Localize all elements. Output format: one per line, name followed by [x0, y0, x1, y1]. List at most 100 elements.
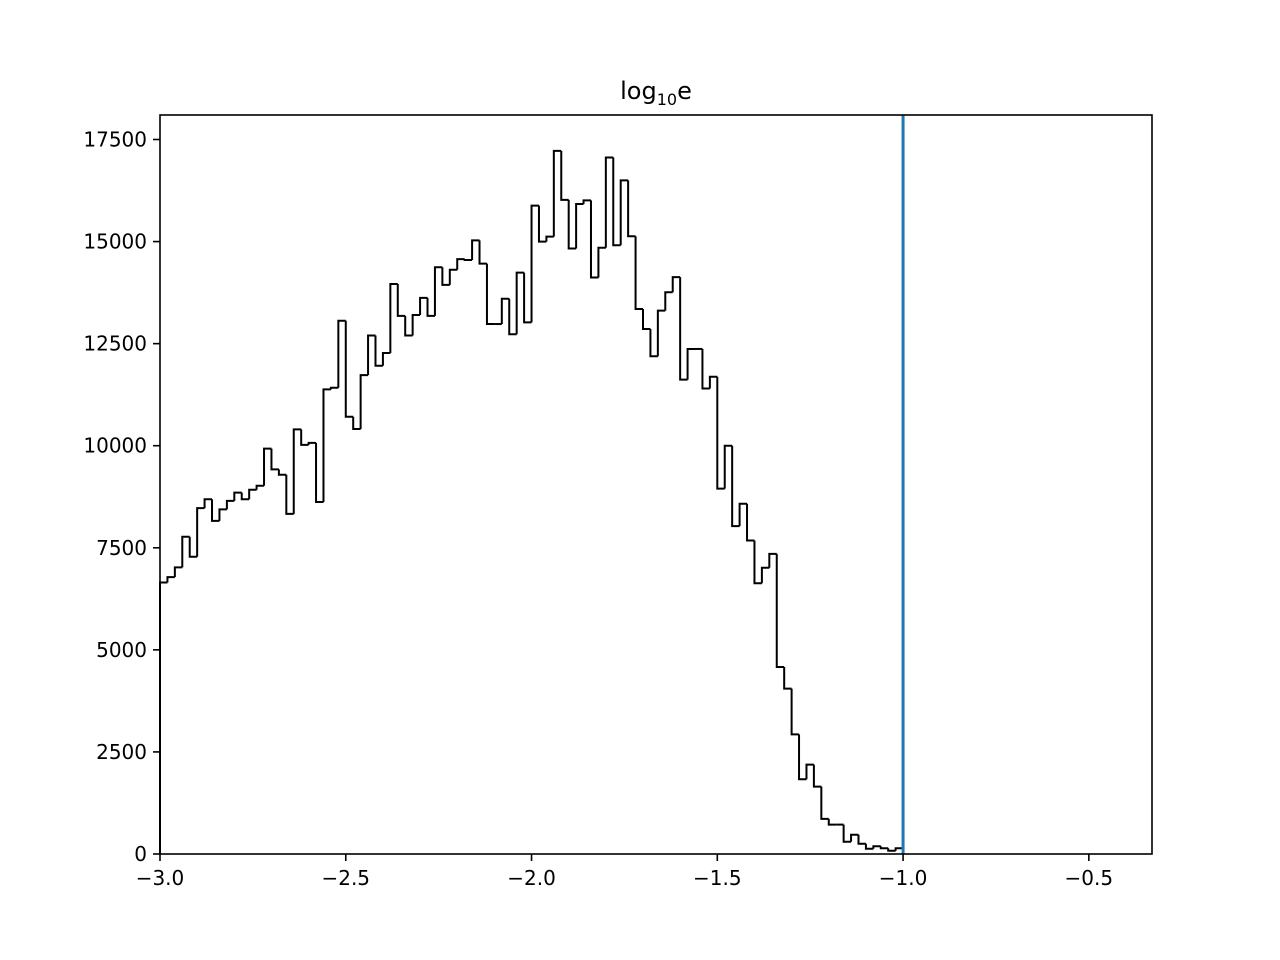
- histogram-bin: [381, 352, 391, 366]
- y-tick-label: 17500: [83, 127, 147, 151]
- histogram-bin: [619, 179, 629, 246]
- histogram-bin: [471, 239, 480, 260]
- histogram-bin: [679, 277, 688, 381]
- title-base: log: [620, 77, 657, 105]
- histogram-bin: [166, 576, 175, 583]
- y-tick-label: 0: [134, 842, 147, 866]
- histogram-bin: [307, 441, 317, 445]
- histogram-bin: [887, 848, 896, 852]
- histogram-bin: [478, 240, 487, 265]
- histogram-bin: [634, 236, 643, 310]
- histogram-bin: [850, 833, 859, 842]
- x-tick-label: −2.0: [507, 866, 556, 890]
- histogram-bin: [768, 552, 777, 568]
- histogram-bin: [500, 297, 510, 325]
- y-tick-label: 5000: [96, 638, 147, 662]
- histogram-bin: [315, 442, 324, 504]
- histogram-bin: [270, 448, 279, 471]
- histogram-bin: [872, 845, 881, 849]
- histogram-bin: [448, 268, 458, 285]
- histogram-bin: [344, 320, 354, 418]
- histogram-bin: [790, 688, 800, 736]
- histogram-bin: [627, 180, 636, 238]
- histogram-bin: [716, 376, 725, 490]
- histogram-bin: [263, 447, 272, 486]
- histogram-bin: [374, 335, 383, 367]
- histogram-bin: [233, 491, 242, 501]
- histogram-bin: [419, 296, 428, 316]
- histogram-bin: [545, 235, 554, 242]
- histogram-bin: [411, 314, 421, 336]
- histogram-bin: [188, 536, 198, 558]
- histogram-bin: [664, 291, 673, 311]
- y-tick-label: 10000: [83, 434, 147, 458]
- histogram-bin: [805, 763, 814, 780]
- y-tick-label: 12500: [83, 332, 147, 356]
- histogram-bin: [292, 428, 302, 514]
- y-tick-label: 7500: [96, 536, 147, 560]
- histogram-bin: [404, 315, 413, 337]
- histogram-bin: [812, 764, 822, 788]
- histogram-bin: [225, 499, 235, 510]
- histogram-bin: [649, 328, 658, 358]
- histogram-bin: [322, 388, 331, 503]
- histogram-bin: [523, 272, 532, 324]
- histogram-bin: [760, 566, 770, 584]
- histogram-bin: [196, 507, 205, 557]
- title-subscript: 10: [657, 90, 677, 109]
- histogram-bin: [285, 474, 294, 515]
- histogram-bin: [300, 429, 309, 446]
- histogram-bin: [552, 149, 562, 237]
- histogram-bin: [783, 667, 792, 690]
- y-tick-label: 2500: [96, 740, 147, 764]
- histogram-bin: [359, 374, 369, 429]
- histogram-bin: [842, 824, 852, 843]
- histogram-bin: [426, 297, 435, 317]
- title-tail: e: [677, 77, 692, 105]
- histogram-bin: [723, 444, 733, 489]
- histogram-bin: [248, 488, 257, 500]
- histogram-bin: [173, 566, 183, 578]
- histogram-bin: [738, 502, 748, 527]
- histogram-bin: [396, 284, 406, 317]
- histogram-bin: [701, 348, 710, 390]
- histogram-bin: [746, 503, 755, 542]
- histogram-bin: [775, 553, 785, 668]
- histogram-bin: [352, 416, 361, 430]
- histogram-bin: [211, 499, 220, 522]
- histogram-bin: [240, 492, 250, 501]
- histogram-bin: [575, 203, 584, 249]
- histogram-bin: [798, 734, 807, 781]
- histogram-bin: [560, 150, 569, 201]
- histogram-bin: [753, 540, 762, 585]
- histogram-bin: [485, 263, 495, 326]
- histogram-bin: [530, 204, 539, 323]
- histogram-bin: [508, 298, 517, 336]
- x-tick-label: −3.0: [136, 866, 185, 890]
- histogram-bin: [604, 156, 614, 248]
- x-tick-label: −2.5: [321, 866, 370, 890]
- histogram-bin: [329, 386, 339, 390]
- histogram-bin: [456, 258, 465, 270]
- histogram-bin: [656, 309, 666, 357]
- histogram-bin: [255, 484, 265, 490]
- histogram-bin: [181, 535, 190, 568]
- histogram-bin: [389, 283, 398, 354]
- histogram-bin: [612, 157, 621, 247]
- histogram-bin: [731, 445, 740, 528]
- histogram-bin: [827, 818, 837, 826]
- y-axis: 0 2500 5000 7500 10000 12500 15000 17500: [83, 127, 160, 866]
- x-axis: −3.0 −2.5 −2.0 −1.5 −1.0 −0.5: [136, 854, 1113, 890]
- histogram-bin: [367, 334, 376, 376]
- histogram-bin: [537, 205, 547, 243]
- histogram-bin: [879, 846, 889, 850]
- histogram-bin: [857, 834, 866, 845]
- histogram-bin: [894, 847, 904, 851]
- histogram-bin: [277, 469, 287, 476]
- chart-title: log10e: [620, 77, 692, 109]
- y-tick-label: 15000: [83, 230, 147, 254]
- histogram-bin: [433, 266, 443, 316]
- histogram-bin: [203, 498, 213, 509]
- histogram-bin: [218, 508, 227, 521]
